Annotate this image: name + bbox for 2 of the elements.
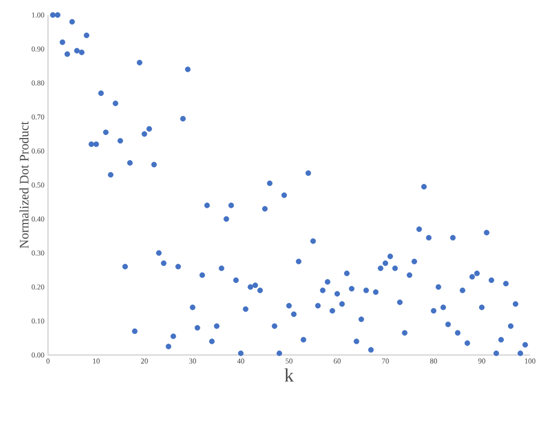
x-axis-title: k	[284, 368, 294, 382]
y-axis-title: Normalized Dot Product	[19, 121, 29, 248]
